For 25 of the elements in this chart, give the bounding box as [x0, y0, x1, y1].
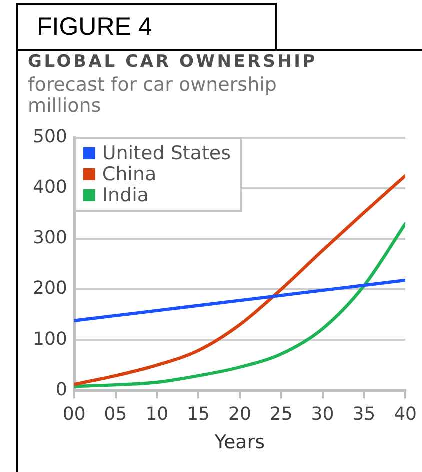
line-series — [74, 222, 406, 388]
x-tick-label: 30 — [311, 404, 334, 426]
x-tick-label: 00 — [62, 404, 86, 426]
legend-label: India — [102, 184, 149, 206]
y-axis-title: millions — [28, 95, 102, 117]
y-tick-label: 200 — [32, 278, 68, 300]
caption: FIGURE 4 — [37, 13, 152, 41]
y-tick-label: 400 — [32, 177, 68, 198]
y-tick-label: 100 — [32, 328, 68, 350]
x-tick-label: 40 — [394, 404, 417, 426]
x-tick-label: 05 — [104, 404, 128, 426]
x-axis-title: Years — [214, 432, 266, 454]
y-tick-label: 300 — [32, 228, 68, 249]
x-tick-label: 10 — [146, 404, 169, 426]
x-tick-label: 15 — [187, 404, 210, 426]
y-tick-label: 0 — [56, 379, 68, 400]
line-series — [74, 278, 406, 322]
chart-title: GLOBAL CAR OWNERSHIP — [28, 52, 318, 72]
legend-label: China — [102, 163, 157, 186]
x-tick-label: 25 — [270, 404, 293, 426]
x-tick-label: 35 — [352, 404, 376, 426]
y-tick-label: 500 — [32, 126, 68, 148]
legend-label: United States — [102, 142, 232, 164]
x-tick-label: 20 — [228, 404, 252, 426]
chart-subtitle: forecast for car ownership — [28, 74, 277, 96]
